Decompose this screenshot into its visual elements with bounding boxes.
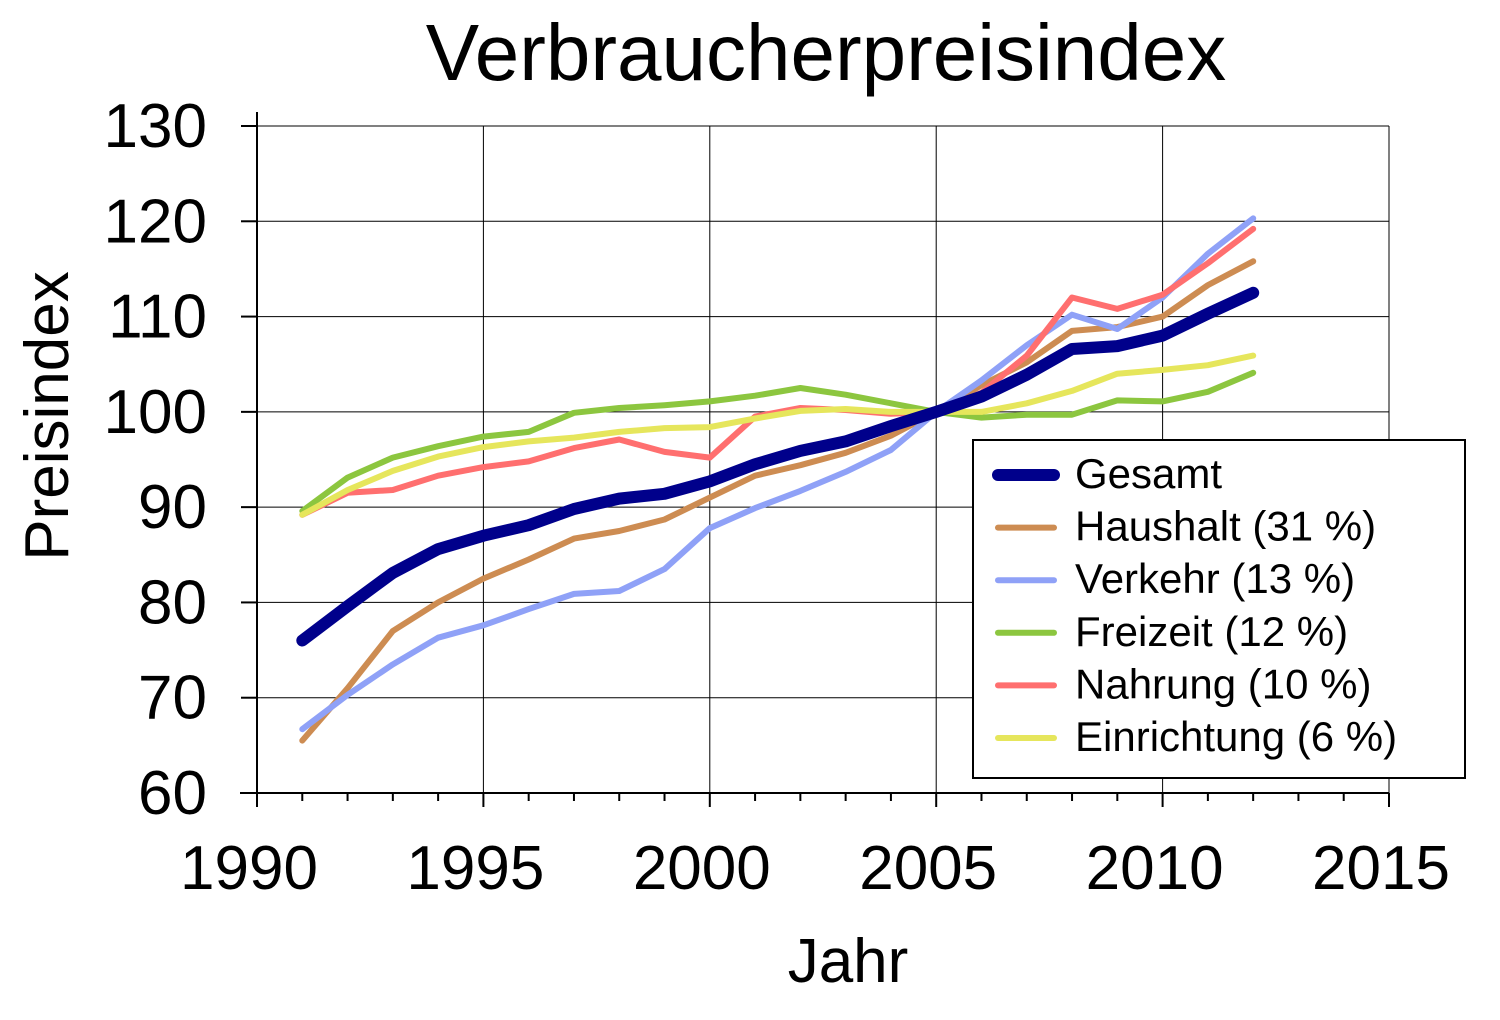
y-tick-label: 80 [138, 568, 207, 637]
y-tick-label: 120 [104, 187, 207, 256]
legend-label-4: Nahrung (10 %) [1075, 660, 1371, 707]
series-line-0 [296, 286, 1260, 647]
y-tick-labels: 60 70 80 90 100 110 120 130 [104, 92, 207, 828]
legend-label-3: Freizeit (12 %) [1075, 608, 1348, 655]
y-tick-label: 110 [108, 283, 207, 352]
series-line-2 [299, 215, 1257, 733]
x-tick-label: 1990 [180, 834, 318, 903]
x-tick-labels: 1990 1995 2000 2005 2010 2015 [180, 834, 1450, 903]
grid [257, 125, 1390, 793]
x-tick-label: 2010 [1086, 834, 1224, 903]
y-tick-label: 130 [104, 92, 207, 161]
series-lines [296, 215, 1260, 744]
legend: Gesamt Haushalt (31 %) Verkehr (13 %) Freiz… [972, 439, 1466, 779]
series-line-5 [299, 352, 1257, 518]
legend-label-1: Haushalt (31 %) [1075, 503, 1376, 550]
legend-label-0: Gesamt [1075, 450, 1222, 497]
chart-title: Verbraucherpreisindex [426, 8, 1226, 97]
legend-label-5: Einrichtung (6 %) [1075, 713, 1397, 760]
legend-label-2: Verkehr (13 %) [1075, 555, 1355, 602]
x-tick-label: 2015 [1312, 834, 1450, 903]
x-tick-label: 2000 [633, 834, 771, 903]
y-tick-label: 70 [138, 664, 207, 733]
legend-box [972, 439, 1466, 779]
y-tick-label: 90 [138, 473, 207, 542]
series-line-1 [299, 258, 1257, 744]
x-axis-label: Jahr [788, 927, 909, 996]
axes [240, 112, 1389, 794]
series-line-3 [299, 369, 1257, 514]
x-tick-label: 1995 [406, 834, 544, 903]
y-tick-label: 60 [138, 759, 207, 828]
y-tick-label: 100 [104, 378, 207, 447]
y-axis-label: Preisindex [13, 271, 82, 560]
x-tick-label: 2005 [859, 834, 997, 903]
